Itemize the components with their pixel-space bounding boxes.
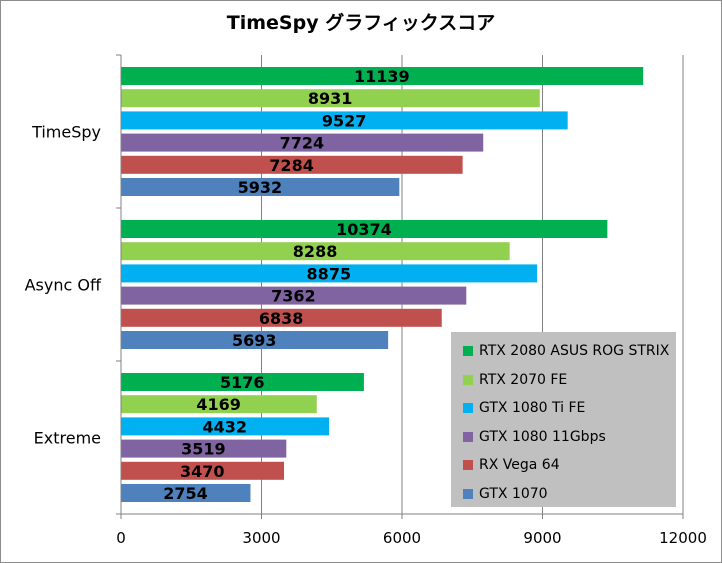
bar <box>121 264 538 283</box>
legend: RTX 2080 ASUS ROG STRIX RTX 2070 FE GTX 10… <box>451 332 676 507</box>
data-label: 5693 <box>232 331 277 350</box>
category-label: Extreme <box>34 429 101 448</box>
x-tick-label: 3000 <box>242 529 280 547</box>
legend-item: GTX 1070 <box>463 484 548 504</box>
data-label: 7724 <box>280 134 325 153</box>
data-label: 8875 <box>307 264 352 283</box>
data-label: 3519 <box>181 440 226 459</box>
legend-swatch <box>463 460 473 470</box>
data-label: 5932 <box>238 178 283 197</box>
legend-item: GTX 1080 Ti FE <box>463 398 585 418</box>
bar <box>121 417 330 436</box>
data-label: 2754 <box>163 484 208 503</box>
x-tick-label: 12000 <box>659 529 707 547</box>
x-tick-label: 6000 <box>383 529 421 547</box>
bar <box>121 395 317 414</box>
legend-label: RX Vega 64 <box>479 457 560 473</box>
chart-title: TimeSpy グラフィックスコア <box>226 12 496 34</box>
legend-label: GTX 1080 Ti FE <box>479 400 586 416</box>
legend-swatch <box>463 431 473 442</box>
legend-swatch <box>463 374 473 385</box>
bar <box>121 178 400 196</box>
legend-item: RX Vega 64 <box>463 455 560 475</box>
data-label: 6838 <box>259 309 304 328</box>
data-label: 11139 <box>354 67 410 86</box>
legend-swatch <box>463 403 473 413</box>
bar <box>121 484 251 502</box>
bar <box>121 308 442 327</box>
bar <box>121 331 389 349</box>
data-label: 4432 <box>203 417 248 436</box>
bar <box>121 242 510 261</box>
category-label: Async Off <box>25 276 102 295</box>
data-label: 7362 <box>271 287 316 306</box>
bar <box>121 133 484 152</box>
legend-item: RTX 2070 FE <box>463 370 567 390</box>
data-label: 7284 <box>269 156 314 175</box>
bar <box>121 220 608 238</box>
legend-label: RTX 2080 ASUS ROG STRIX <box>479 343 670 359</box>
data-label: 4169 <box>196 395 241 414</box>
legend-item: RTX 2080 ASUS ROG STRIX <box>463 341 669 361</box>
bar <box>121 89 540 108</box>
data-label: 3470 <box>180 462 225 481</box>
x-tick-label: 9000 <box>523 529 561 547</box>
legend-item: GTX 1080 11Gbps <box>463 427 606 447</box>
legend-label: RTX 2070 FE <box>479 371 568 388</box>
data-label: 5176 <box>220 373 265 392</box>
bar <box>121 373 364 391</box>
bar <box>121 111 568 130</box>
data-label: 8288 <box>293 242 338 261</box>
bar <box>121 67 644 85</box>
legend-label: GTX 1080 11Gbps <box>479 428 606 445</box>
data-label: 9527 <box>322 111 367 130</box>
legend-label: GTX 1070 <box>479 485 548 502</box>
bar <box>121 439 287 458</box>
x-tick-label: 0 <box>116 529 126 547</box>
bar <box>121 286 467 305</box>
bar <box>121 155 463 174</box>
data-label: 10374 <box>336 220 392 239</box>
category-label: TimeSpy <box>31 123 101 142</box>
legend-swatch <box>463 346 473 356</box>
legend-swatch <box>463 488 473 499</box>
data-label: 8931 <box>308 89 353 108</box>
bar <box>121 461 285 480</box>
